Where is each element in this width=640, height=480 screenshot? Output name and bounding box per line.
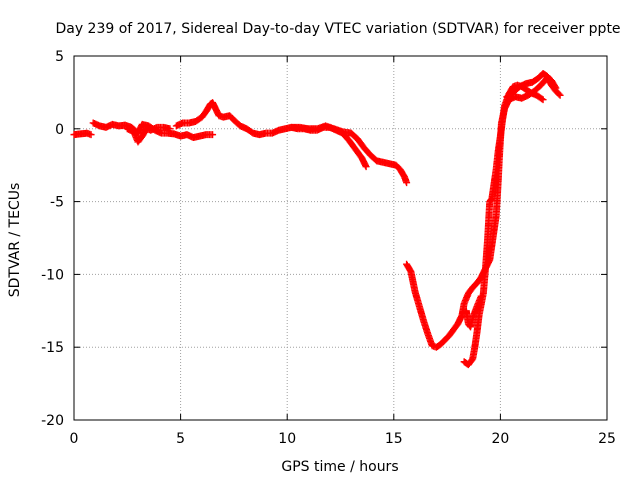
x-tick-label: 5 [176,431,185,447]
y-axis-ticks: 5 0 -5 -10 -15 -20 [41,49,607,429]
data-point [555,90,563,98]
x-tick-label: 10 [278,431,296,447]
data-point [403,179,411,187]
series-track-c [123,123,174,146]
series-track-i [503,69,560,101]
data-point [87,131,95,139]
data-point [477,292,485,300]
y-tick-label: 0 [55,122,64,138]
x-tick-label: 15 [385,431,403,447]
x-tick-label: 25 [598,431,616,447]
y-tick-label: -5 [50,195,64,211]
data-point [209,131,217,139]
y-tick-label: -15 [41,340,64,356]
y-tick-label: 5 [55,49,64,65]
series-track-e [287,122,411,187]
plot-border [73,55,608,421]
x-axis-label: GPS time / hours [281,459,398,475]
y-tick-label: -10 [41,267,64,283]
x-tick-label: 20 [491,431,509,447]
data-point [539,96,547,104]
series-track-h [462,292,485,331]
series-track-a [70,129,95,139]
data-point [362,163,370,171]
chart-title: Day 239 of 2017, Sidereal Day-to-day VTE… [55,21,620,37]
data-points [70,69,564,369]
y-axis-label: SDTVAR / TECUs [7,183,23,298]
data-point [551,83,559,91]
data-point [166,125,174,133]
data-point [556,91,564,99]
y-tick-label: -20 [41,413,64,429]
x-tick-label: 0 [70,431,79,447]
data-point [552,84,560,92]
x-axis-ticks: 0 5 10 15 20 25 [70,56,616,447]
plot-frame [73,55,608,421]
data-point [538,95,546,103]
grid-lines [74,56,607,420]
